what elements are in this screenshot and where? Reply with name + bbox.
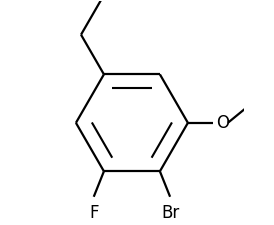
Text: Br: Br bbox=[161, 204, 179, 222]
Text: O: O bbox=[216, 114, 229, 132]
Text: F: F bbox=[89, 204, 98, 222]
